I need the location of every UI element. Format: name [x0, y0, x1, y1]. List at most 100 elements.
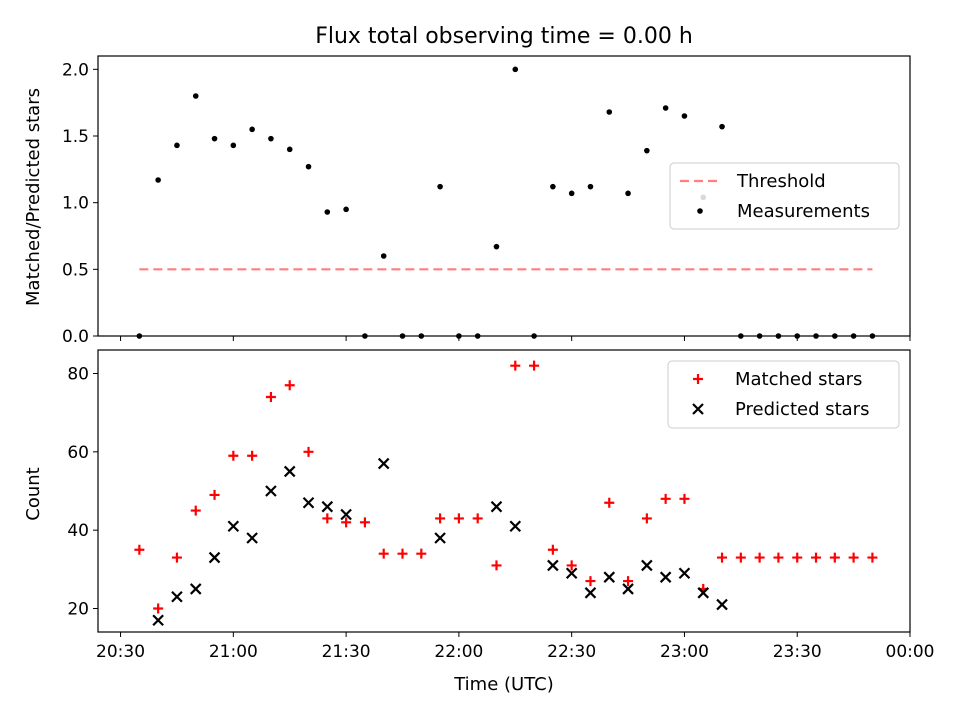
bottom-series-0-point-34: [773, 552, 784, 563]
bottom-series-0-point-24: [585, 576, 596, 587]
bottom-series-1-point-16: [565, 567, 578, 580]
bottom-series-0-point-28: [660, 493, 671, 504]
top-series-0-point-26: [625, 190, 631, 197]
bottom-series-1-point-11: [377, 457, 390, 470]
bottom-series-0-point-37: [829, 552, 840, 563]
x-tick-label-0: 20:30: [96, 642, 145, 662]
bottom-series-1-point-6: [265, 485, 277, 497]
bottom-series-1-point-4: [227, 520, 240, 533]
top-series-0-point-25: [606, 109, 613, 115]
bottom-series-0-point-12: [359, 517, 370, 528]
top-series-0-point-23: [568, 190, 575, 197]
top-series-0-point-22: [550, 183, 556, 190]
bottom-series-0-point-36: [811, 552, 822, 563]
figure-title: Flux total observing time = 0.00 h: [315, 24, 693, 49]
top-y-axis-label: Matched/Predicted stars: [23, 88, 44, 306]
bottom-series-0-point-10: [322, 513, 333, 524]
bottom-series-0-point-18: [472, 513, 483, 524]
bottom-series-0-point-20: [510, 360, 521, 371]
bottom-series-0-point-5: [228, 450, 239, 461]
bottom-series-0-point-0: [134, 544, 145, 555]
bottom-axes-frame: [97, 349, 911, 633]
top-series-0-point-8: [286, 146, 293, 153]
bottom-series-0-point-2: [171, 552, 182, 563]
bottom-legend-marker-0: [693, 374, 703, 384]
bottom-series-0-point-9: [303, 446, 314, 457]
x-tick-label-4: 22:30: [547, 642, 596, 662]
top-y-tick-label-2: 1.0: [62, 194, 89, 214]
bottom-series-1-point-9: [321, 500, 334, 513]
top-legend-label-0: Threshold: [736, 171, 826, 192]
bottom-series-1-point-8: [302, 496, 315, 509]
bottom-legend-label-0: Matched stars: [735, 369, 862, 390]
x-tick-label-2: 21:30: [322, 642, 371, 662]
top-series-0-point-20: [512, 66, 519, 73]
bottom-series-0-point-25: [604, 497, 615, 508]
top-series-0-point-29: [681, 113, 688, 119]
x-tick-label-5: 23:00: [660, 642, 709, 662]
x-tick-label-3: 22:00: [434, 642, 483, 662]
bottom-series-1-point-21: [659, 571, 672, 583]
top-series-0-point-7: [268, 135, 274, 142]
bottom-series-1-point-20: [641, 559, 653, 572]
top-series-0-point-16: [437, 183, 443, 190]
bottom-series-1-point-23: [697, 587, 710, 599]
bottom-legend-label-1: Predicted stars: [735, 399, 869, 420]
top-y-tick-label-3: 1.5: [62, 127, 89, 147]
bottom-series-0-point-19: [491, 560, 502, 571]
top-series-0-point-1: [155, 177, 161, 183]
x-tick-label-1: 21:00: [209, 642, 258, 662]
bottom-series-0-point-39: [867, 552, 878, 563]
bottom-series-0-point-26: [623, 576, 634, 587]
top-series-0-point-11: [343, 206, 349, 213]
top-axes-frame: [97, 55, 911, 337]
top-legend-box: [669, 162, 900, 230]
bottom-series-1-point-19: [622, 583, 634, 595]
bottom-series-0-point-7: [265, 392, 276, 402]
top-series-0-point-5: [230, 142, 237, 149]
bottom-series-0-point-33: [754, 552, 765, 563]
bottom-series-0-point-14: [397, 548, 408, 559]
bottom-series-0-point-21: [529, 360, 540, 371]
bottom-series-1-point-5: [246, 532, 258, 544]
bottom-panel: 20:30 21:00 21:30 22:00 22:30 23:00 23:30 00:00…: [67, 349, 935, 662]
top-y-tick-label-4: 2.0: [62, 60, 89, 80]
bottom-y-axis-label: Count: [23, 467, 44, 520]
bottom-series-0-point-15: [416, 548, 427, 559]
bottom-series-1-point-7: [283, 465, 296, 478]
bottom-series-1-point-3: [208, 551, 221, 564]
bottom-series-1-point-24: [716, 598, 728, 611]
bottom-series-1-point-14: [509, 520, 522, 533]
top-series-0-point-3: [192, 93, 199, 99]
bottom-series-1-point-17: [584, 587, 597, 599]
x-tick-label-6: 23:30: [773, 642, 822, 662]
bottom-y-tick-label-3: 80: [67, 365, 89, 385]
top-series-0-point-19: [493, 243, 500, 250]
top-series-0-point-10: [324, 209, 331, 215]
top-y-tick-label-1: 0.5: [62, 260, 89, 280]
top-series-0-point-27: [644, 147, 650, 154]
bottom-y-tick-label-2: 60: [67, 443, 89, 463]
bottom-series-0-point-22: [547, 544, 558, 555]
bottom-series-1-point-2: [189, 583, 202, 595]
top-series-0-point-9: [305, 163, 312, 170]
bottom-legend-marker-1: [692, 403, 704, 415]
top-series-0-point-13: [380, 253, 387, 259]
bottom-series-0-point-4: [209, 489, 220, 500]
top-series-0-point-2: [174, 142, 180, 149]
top-series-0-point-31: [719, 123, 725, 130]
bottom-series-0-point-13: [378, 548, 389, 559]
bottom-series-0-point-27: [641, 513, 652, 524]
top-legend-label-1: Measurements: [737, 201, 870, 222]
bottom-series-1-point-15: [547, 559, 559, 572]
top-series-0-point-28: [662, 105, 669, 111]
bottom-y-tick-label-1: 40: [67, 521, 89, 541]
bottom-series-0-point-31: [717, 552, 728, 563]
bottom-legend-box: [667, 360, 900, 429]
bottom-series-0-point-3: [190, 505, 201, 516]
bottom-series-0-point-29: [679, 493, 690, 504]
top-panel: 0.0 0.5 1.0 1.5 2.0 Threshold Measurements: [62, 55, 911, 347]
bottom-series-0-point-8: [284, 380, 295, 391]
